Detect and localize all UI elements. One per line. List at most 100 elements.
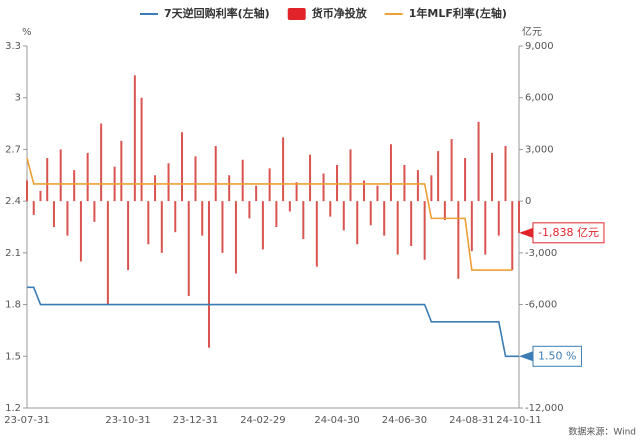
bar <box>342 201 345 231</box>
bar <box>32 201 35 215</box>
x-tick-label: 24-04-30 <box>314 415 359 426</box>
y2-tick-label: 3,000 <box>525 144 554 155</box>
y-tick-label: 3.3 <box>5 41 21 52</box>
bar <box>73 170 76 202</box>
bar <box>147 201 150 245</box>
bar <box>504 145 507 202</box>
bar <box>194 156 197 202</box>
bar <box>100 123 103 202</box>
bar <box>491 152 494 202</box>
bar <box>329 201 332 217</box>
bar <box>86 152 89 202</box>
bar <box>52 201 55 227</box>
bar <box>93 201 96 222</box>
x-tick-label: 23-12-31 <box>173 415 218 426</box>
bar <box>383 201 386 236</box>
bar <box>234 201 237 274</box>
bar <box>167 163 170 202</box>
y2-tick-label: 6,000 <box>525 93 554 104</box>
bar <box>241 159 244 202</box>
bar <box>410 201 413 246</box>
y2-tick-label: 0 <box>525 196 531 207</box>
bar <box>248 201 251 219</box>
y-tick-label: 2.4 <box>5 196 21 207</box>
bar <box>174 201 177 233</box>
bar <box>268 168 271 202</box>
bar <box>160 201 163 253</box>
bar <box>511 201 514 271</box>
y-tick-label: 1.2 <box>5 403 21 414</box>
bar <box>46 158 49 202</box>
y-unit: % <box>22 27 32 38</box>
bar <box>26 180 28 202</box>
x-tick-label: 24-08-31 <box>449 415 494 426</box>
bar <box>464 158 467 202</box>
bar <box>396 201 399 255</box>
bar <box>59 149 62 202</box>
y2-tick-label: -3,000 <box>525 248 557 259</box>
bar <box>376 185 379 202</box>
bar <box>443 201 446 221</box>
bar <box>315 201 318 267</box>
bar <box>477 121 480 202</box>
legend-label: 7天逆回购利率(左轴) <box>164 6 270 20</box>
bar <box>275 201 278 227</box>
bar <box>181 132 184 202</box>
bar <box>282 137 285 202</box>
x-tick-label: 24-02-29 <box>240 415 285 426</box>
y2-tick-label: -12,000 <box>525 403 564 414</box>
bar <box>322 173 325 202</box>
line <box>26 157 513 271</box>
y2-unit: 亿元 <box>522 25 542 38</box>
x-tick-label: 23-07-31 <box>4 415 49 426</box>
callout-pointer <box>519 351 533 362</box>
callout-pointer <box>519 227 533 238</box>
legend-label: 货币净投放 <box>311 6 368 20</box>
bar <box>437 151 440 202</box>
bar <box>228 175 231 202</box>
bar <box>295 182 298 202</box>
bar <box>369 201 372 226</box>
y-tick-label: 2.1 <box>5 248 21 259</box>
bar <box>133 75 136 202</box>
bar <box>255 185 258 202</box>
bar <box>430 175 433 202</box>
bar <box>356 201 359 245</box>
callout-label: -1,838 亿元 <box>538 226 599 239</box>
x-tick-label: 24-10-11 <box>496 415 541 426</box>
x-tick-label: 24-06-30 <box>382 415 427 426</box>
bar <box>470 201 473 252</box>
bar <box>362 180 365 202</box>
bar <box>261 201 264 250</box>
bar <box>288 201 291 212</box>
bar <box>403 164 406 202</box>
bar <box>66 201 69 236</box>
bar <box>389 144 392 202</box>
bar <box>140 97 143 202</box>
bar <box>79 201 82 262</box>
y-tick-label: 1.8 <box>5 300 21 311</box>
bar <box>336 164 339 202</box>
bar <box>484 201 487 255</box>
callout-label: 1.50 % <box>538 349 576 362</box>
bar <box>349 149 352 202</box>
bar <box>457 201 460 279</box>
y2-tick-label: 9,000 <box>525 41 554 52</box>
y2-tick-label: -6,000 <box>525 300 557 311</box>
bar <box>309 154 312 202</box>
bar <box>423 201 426 260</box>
bar <box>518 201 520 233</box>
bar <box>127 201 130 271</box>
bar <box>450 139 453 202</box>
bar <box>416 170 419 202</box>
line <box>27 286 519 358</box>
bar <box>39 190 42 202</box>
source: 数据来源：Wind <box>568 426 636 438</box>
bar <box>201 201 204 236</box>
x-tick-label: 23-10-31 <box>105 415 150 426</box>
bar <box>207 201 210 348</box>
bar <box>214 145 217 202</box>
bar <box>120 140 123 202</box>
y-tick-label: 1.5 <box>5 351 21 362</box>
